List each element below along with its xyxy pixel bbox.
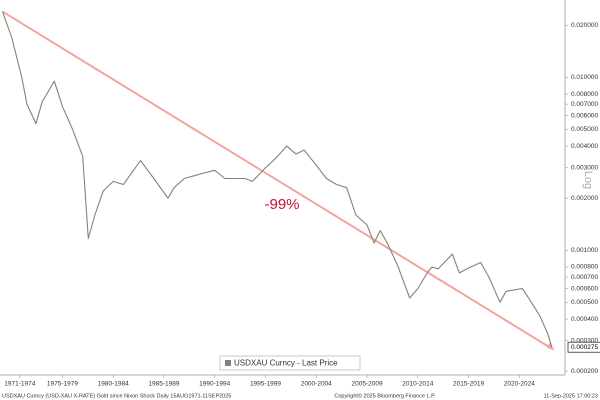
x-tick-label: 1975-1979: [47, 381, 78, 388]
y-tick-label: 0.000500: [571, 299, 598, 306]
trend-line: [2, 10, 553, 350]
y-tick-label: 0.007000: [571, 101, 598, 108]
y-tick-label: 0.020000: [571, 22, 598, 29]
y-tick-label: 0.001000: [571, 247, 598, 254]
x-tick-label: 1990-1994: [199, 381, 230, 388]
annotation: -99%: [264, 196, 299, 213]
price-line: [1, 11, 553, 348]
y-tick-label: 0.010000: [571, 74, 598, 81]
legend-label: USDXAU Curncy - Last Price: [234, 359, 338, 368]
y-tick-label: 0.000200: [571, 368, 598, 375]
x-tick-label: 1995-1999: [250, 381, 281, 388]
legend-swatch: [225, 360, 231, 366]
y-tick-label: 0.000700: [571, 274, 598, 281]
x-tick-label: 1971-1974: [4, 381, 35, 388]
last-price-box: [567, 341, 600, 353]
legend-box: [219, 355, 361, 371]
x-tick-label: 2010-2014: [402, 381, 433, 388]
y-tick-label: 0.003000: [571, 164, 598, 171]
footer-left: USDXAU Curncy (USD-XAU X-RATE) Gold sinc…: [2, 393, 231, 399]
footer-center: Copyright© 2025 Bloomberg Finance L.P.: [334, 392, 436, 399]
y-tick-label: 0.008000: [571, 91, 598, 98]
log-label: Log: [582, 171, 594, 189]
x-tick-label: 2015-2019: [453, 381, 484, 388]
y-tick-label: 0.002000: [571, 195, 598, 202]
x-tick-label: 2020-2024: [504, 381, 535, 388]
y-tick-label: 0.000300: [571, 337, 598, 344]
footer-right: 11-Sep-2025 17:00:23: [544, 393, 598, 399]
trend-arrow: [546, 342, 555, 351]
y-tick-label: 0.000800: [571, 264, 598, 271]
y-tick-label: 0.000600: [571, 285, 598, 292]
y-tick-label: 0.006000: [571, 112, 598, 119]
x-tick-label: 1985-1989: [148, 381, 179, 388]
x-tick-label: 1980-1984: [98, 381, 129, 388]
x-tick-label: 2005-2009: [351, 381, 382, 388]
y-tick-label: 0.004000: [571, 143, 598, 150]
y-tick-label: 0.005000: [571, 126, 598, 133]
y-tick-label: 0.000400: [571, 316, 598, 323]
x-tick-label: 2000-2004: [301, 381, 332, 388]
last-price-label: 0.000275: [571, 344, 598, 351]
